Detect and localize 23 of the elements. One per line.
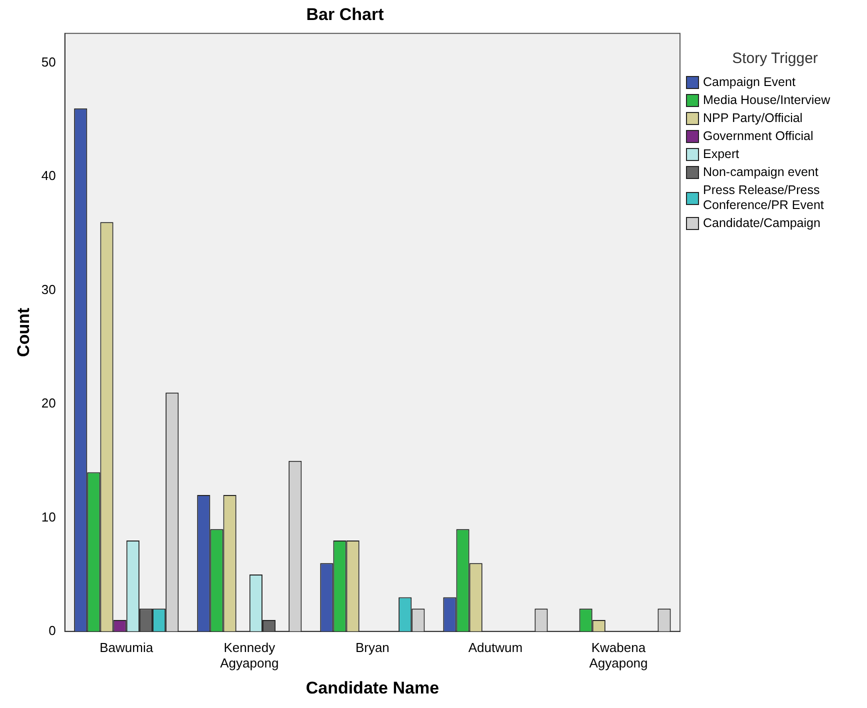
- y-tick-label: 0: [48, 622, 56, 638]
- legend-label: Government Official: [703, 129, 814, 144]
- y-axis-title: Count: [14, 308, 33, 357]
- y-tick-label: 20: [41, 396, 56, 411]
- y-tick-label: 50: [41, 54, 56, 70]
- legend-label: Media House/Interview: [703, 93, 830, 108]
- y-tick-label: 40: [41, 168, 56, 184]
- x-tick-label: Bryan: [355, 640, 390, 655]
- legend-label: Press Release/Press Conference/PR Event: [703, 183, 825, 213]
- legend-label: Expert: [703, 147, 740, 162]
- y-tick-label: 10: [41, 509, 56, 524]
- x-tick-label: Bawumia: [100, 640, 154, 655]
- x-axis-title: Candidate Name: [306, 678, 440, 698]
- x-tick-label: Adutwum: [468, 640, 523, 655]
- legend-label: Non-campaign event: [703, 165, 818, 180]
- y-tick-label: 30: [41, 282, 56, 297]
- legend-label: NPP Party/Official: [703, 111, 803, 126]
- x-tick-label: Kennedy Agyapong: [220, 640, 279, 670]
- legend-label: Candidate/Campaign: [703, 216, 820, 231]
- x-tick-label: Kwabena Agyapong: [589, 640, 648, 670]
- legend-label: Campaign Event: [703, 75, 796, 90]
- legend-title: Story Trigger: [731, 50, 819, 67]
- chart-title: Bar Chart: [306, 4, 384, 24]
